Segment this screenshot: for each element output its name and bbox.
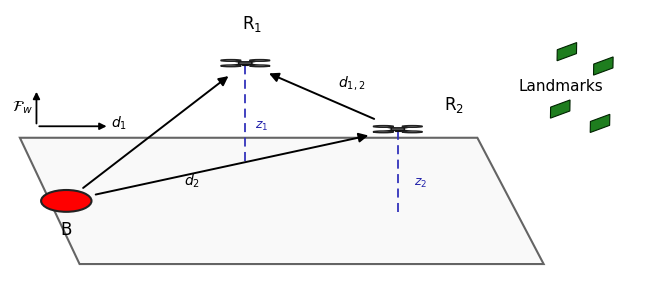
Text: d$_1$: d$_1$ bbox=[111, 115, 127, 132]
Ellipse shape bbox=[221, 60, 241, 61]
Ellipse shape bbox=[402, 126, 422, 127]
Polygon shape bbox=[590, 114, 610, 133]
Bar bbox=[242, 64, 249, 65]
Text: Landmarks: Landmarks bbox=[518, 79, 603, 94]
Circle shape bbox=[41, 190, 91, 212]
Text: z$_2$: z$_2$ bbox=[414, 177, 428, 190]
Ellipse shape bbox=[249, 65, 270, 67]
Ellipse shape bbox=[249, 60, 270, 61]
FancyBboxPatch shape bbox=[239, 62, 252, 65]
Polygon shape bbox=[20, 138, 544, 264]
Text: R$_1$: R$_1$ bbox=[242, 14, 262, 34]
Ellipse shape bbox=[221, 65, 241, 67]
Ellipse shape bbox=[373, 131, 394, 133]
Polygon shape bbox=[593, 57, 613, 75]
Bar bbox=[394, 130, 401, 131]
Text: z$_1$: z$_1$ bbox=[255, 120, 269, 133]
Text: B: B bbox=[60, 221, 72, 239]
Text: $\mathcal{F}_w$: $\mathcal{F}_w$ bbox=[13, 99, 33, 116]
Polygon shape bbox=[557, 42, 577, 61]
Polygon shape bbox=[550, 100, 570, 118]
Ellipse shape bbox=[402, 131, 422, 133]
Ellipse shape bbox=[373, 126, 394, 127]
Text: d$_2$: d$_2$ bbox=[184, 172, 200, 189]
Text: R$_2$: R$_2$ bbox=[444, 95, 464, 115]
FancyBboxPatch shape bbox=[391, 128, 404, 131]
Text: d$_{1,2}$: d$_{1,2}$ bbox=[337, 74, 365, 92]
